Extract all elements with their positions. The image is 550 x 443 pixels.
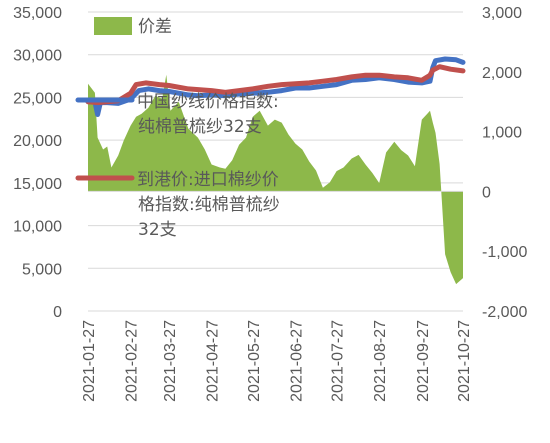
x-tick-label: 2021-07-27: [330, 320, 347, 402]
y-right-tick-label: 2,000: [482, 65, 522, 82]
legend-label: 中国纱线价格指数:: [137, 92, 279, 112]
y-left-tick-label: 25,000: [13, 90, 62, 107]
legend-label: 32支: [138, 220, 177, 240]
x-tick-label: 2021-02-27: [124, 320, 141, 402]
x-tick-label: 2021-06-27: [288, 320, 305, 402]
x-tick-label: 2021-08-27: [372, 320, 389, 402]
x-tick-label: 2021-04-27: [205, 320, 222, 402]
x-tick-label: 2021-03-27: [162, 320, 179, 402]
y-left-tick-label: 35,000: [13, 5, 62, 22]
y-left-tick-label: 30,000: [13, 48, 62, 65]
legend-swatch: [94, 17, 132, 35]
x-tick-label: 2021-09-27: [415, 320, 432, 402]
x-tick-label: 2021-01-27: [81, 320, 98, 402]
series-line-import: [85, 64, 466, 106]
y-right-tick-label: 3,000: [482, 5, 522, 22]
x-tick-label: 2021-10-27: [456, 320, 473, 402]
legend-label: 价差: [138, 17, 172, 37]
legend-label: 纯棉普梳纱32支: [138, 117, 262, 137]
y-right-tick-label: -2,000: [482, 304, 527, 321]
y-left-tick-label: 0: [53, 304, 62, 321]
y-right-tick-label: 0: [482, 184, 491, 201]
legend-label: 到港价:进口棉纱价: [137, 170, 279, 190]
legend-label: 格指数:纯棉普梳纱: [138, 195, 280, 215]
y-left-tick-label: 5,000: [22, 261, 62, 278]
y-left-tick-label: 10,000: [13, 219, 62, 236]
axes: 0 5,000 10,000 15,000 20,000 25,000 30,000 35,0…: [13, 5, 527, 402]
area-layer: [88, 74, 463, 285]
y-right-tick-label: -1,000: [482, 244, 527, 261]
x-tick-label: 2021-05-27: [246, 320, 263, 402]
series-area-spread: [88, 74, 463, 285]
y-right-tick-label: 1,000: [482, 125, 522, 142]
y-left-tick-label: 20,000: [13, 133, 62, 150]
y-left-tick-label: 15,000: [13, 176, 62, 193]
